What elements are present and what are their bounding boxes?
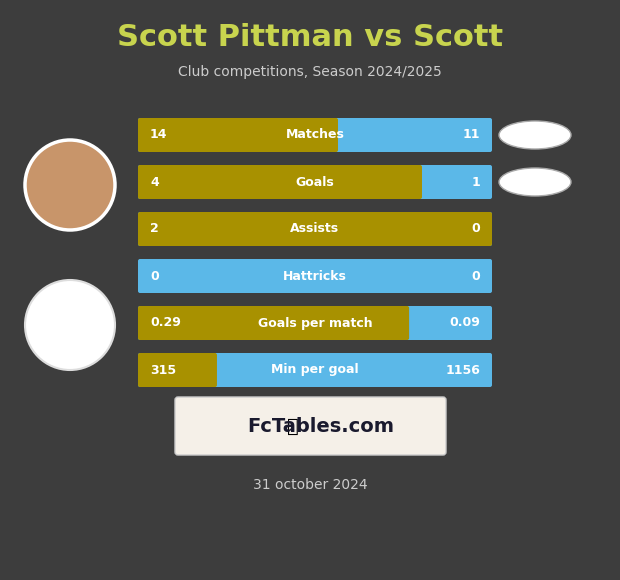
FancyBboxPatch shape	[138, 165, 492, 199]
FancyBboxPatch shape	[175, 397, 446, 455]
FancyBboxPatch shape	[138, 306, 492, 340]
Text: 0.09: 0.09	[449, 317, 480, 329]
Text: 0.29: 0.29	[150, 317, 181, 329]
FancyBboxPatch shape	[138, 353, 217, 387]
Text: 31 october 2024: 31 october 2024	[253, 478, 367, 492]
Text: Scott Pittman vs Scott: Scott Pittman vs Scott	[117, 24, 503, 53]
FancyBboxPatch shape	[138, 212, 492, 246]
Text: Hattricks: Hattricks	[283, 270, 347, 282]
FancyBboxPatch shape	[138, 212, 492, 246]
FancyBboxPatch shape	[138, 259, 492, 293]
FancyBboxPatch shape	[138, 353, 492, 387]
Text: 2: 2	[150, 223, 159, 235]
Circle shape	[25, 140, 115, 230]
Text: 📈: 📈	[286, 416, 298, 436]
Text: 0: 0	[471, 223, 480, 235]
Text: FcTables.com: FcTables.com	[247, 416, 394, 436]
Text: Goals: Goals	[296, 176, 334, 189]
Text: 1: 1	[471, 176, 480, 189]
Text: 11: 11	[463, 129, 480, 142]
Text: 4: 4	[150, 176, 159, 189]
Text: 1156: 1156	[445, 364, 480, 376]
Text: 315: 315	[150, 364, 176, 376]
Text: 0: 0	[150, 270, 159, 282]
FancyBboxPatch shape	[138, 165, 422, 199]
Ellipse shape	[499, 168, 571, 196]
FancyBboxPatch shape	[138, 306, 409, 340]
Text: Matches: Matches	[286, 129, 345, 142]
Text: Club competitions, Season 2024/2025: Club competitions, Season 2024/2025	[178, 65, 442, 79]
Text: Goals per match: Goals per match	[258, 317, 373, 329]
Circle shape	[25, 280, 115, 370]
FancyBboxPatch shape	[138, 118, 492, 152]
Text: Min per goal: Min per goal	[271, 364, 359, 376]
Text: 0: 0	[471, 270, 480, 282]
Ellipse shape	[499, 121, 571, 149]
Text: 14: 14	[150, 129, 167, 142]
FancyBboxPatch shape	[138, 118, 338, 152]
Text: Assists: Assists	[290, 223, 340, 235]
